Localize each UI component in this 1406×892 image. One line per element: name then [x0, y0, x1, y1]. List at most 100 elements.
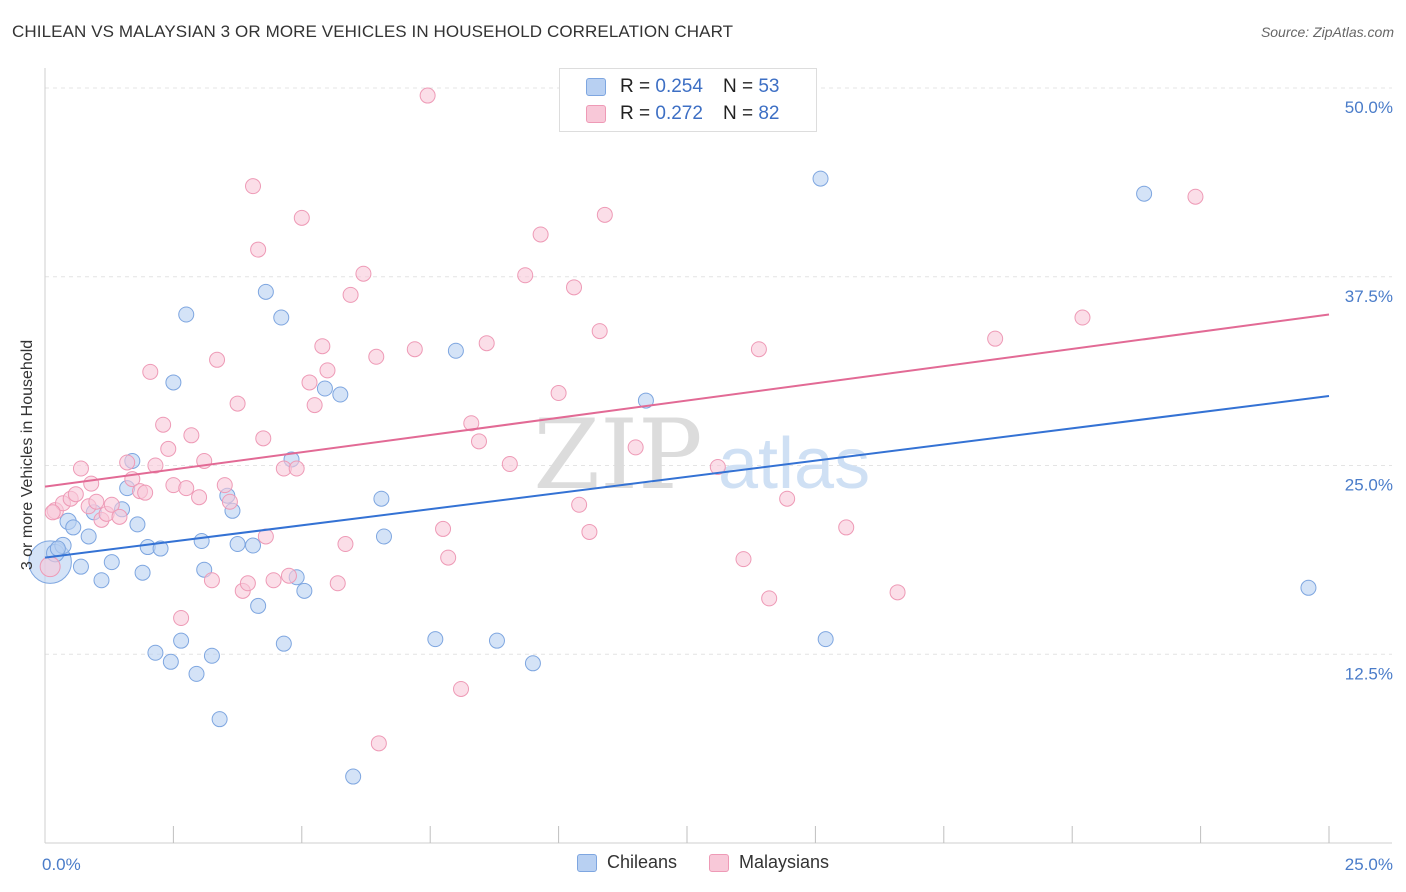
chilean-point	[245, 537, 262, 554]
chilean-point	[178, 306, 195, 323]
x-tick-label: 0.0%	[42, 855, 81, 874]
legend-row-malaysians: R = 0.272 N = 82	[586, 103, 779, 125]
malaysian-point	[478, 335, 495, 352]
malaysian-point	[435, 520, 452, 537]
malaysian-point	[147, 457, 164, 474]
legend-item-malaysians: Malaysians	[709, 852, 829, 873]
chilean-point	[250, 597, 267, 614]
malaysian-point	[342, 286, 359, 303]
malaysian-point	[470, 433, 487, 450]
malaysian-point	[368, 348, 385, 365]
legend-swatch-chileans	[576, 853, 597, 872]
malaysian-point	[406, 341, 423, 358]
legend-n-label: N =	[722, 76, 754, 97]
malaysian-point	[314, 338, 331, 355]
axes	[44, 68, 1392, 844]
chilean-point	[103, 554, 120, 571]
chilean-point	[147, 644, 164, 661]
malaysian-point	[596, 206, 613, 223]
malaysian-point	[216, 477, 233, 494]
chilean-point	[211, 711, 228, 728]
malaysian-point	[370, 735, 387, 752]
malaysian-point	[288, 460, 305, 477]
malaysian-point	[67, 486, 84, 503]
malaysian-trend-line	[44, 313, 1330, 488]
legend-r-label: R =	[620, 76, 651, 97]
y-tick-label: 50.0%	[1345, 98, 1393, 117]
malaysian-point	[255, 430, 272, 447]
malaysian-point	[119, 454, 136, 471]
chilean-point	[188, 665, 205, 682]
malaysian-point	[987, 330, 1004, 347]
malaysian-point	[111, 508, 128, 525]
chilean-point	[134, 564, 151, 581]
malaysian-point	[173, 610, 190, 627]
malaysian-point	[293, 209, 310, 226]
malaysian-point	[463, 415, 480, 432]
malaysian-point	[191, 489, 208, 506]
malaysian-point	[419, 87, 436, 104]
malaysian-point	[501, 455, 518, 472]
malaysian-point	[142, 363, 159, 380]
malaysian-point	[517, 267, 534, 284]
malaysian-point	[265, 572, 282, 589]
watermark-zip: ZIP	[533, 399, 702, 511]
chilean-point	[447, 342, 464, 359]
chilean-point	[165, 374, 182, 391]
legend-swatch-malaysians	[586, 105, 606, 123]
chilean-point	[72, 558, 89, 575]
series-legend: Chileans Malaysians	[0, 852, 1406, 873]
malaysian-point	[250, 241, 267, 258]
chilean-point	[49, 540, 66, 557]
legend-row-chileans: R = 0.254 N = 53	[586, 76, 779, 98]
chilean-point	[93, 572, 110, 589]
malaysian-point	[280, 567, 297, 584]
malaysian-point	[239, 575, 256, 592]
chilean-point	[817, 631, 834, 648]
malaysian-point	[221, 493, 238, 510]
chart-title: CHILEAN VS MALAYSIAN 3 OR MORE VEHICLES …	[12, 22, 734, 41]
chilean-point	[296, 582, 313, 599]
malaysian-point	[1074, 309, 1091, 326]
malaysian-point	[440, 549, 457, 566]
tick-labels: 12.5% 25.0% 37.5% 50.0% 0.0% 25.0%	[42, 98, 1393, 874]
malaysian-point	[44, 504, 61, 521]
legend-r-value: 0.254	[655, 76, 703, 97]
malaysian-point	[178, 480, 195, 497]
chilean-point	[162, 653, 179, 670]
malaysian-point	[103, 496, 120, 513]
chilean-point	[80, 528, 97, 545]
chilean-point	[193, 533, 210, 549]
malaysian-point	[627, 439, 644, 456]
chilean-point	[129, 516, 146, 533]
malaysian-point	[329, 575, 346, 592]
malaysian-point	[581, 523, 598, 540]
legend-swatch-chileans	[586, 78, 606, 96]
malaysian-point	[88, 493, 105, 510]
trend-lines	[44, 313, 1330, 559]
malaysian-point	[39, 556, 61, 578]
malaysian-point	[591, 323, 608, 340]
watermark: ZIP atlas	[533, 399, 870, 511]
legend-r-value: 0.272	[655, 103, 703, 124]
legend-item-chileans: Chileans	[576, 852, 677, 873]
legend-r-label: R =	[620, 103, 651, 124]
chilean-point	[637, 392, 654, 409]
malaysian-point	[209, 351, 226, 368]
chilean-point	[152, 540, 169, 557]
malaysian-point	[750, 341, 767, 358]
chilean-point	[427, 631, 444, 648]
malaysian-point	[137, 484, 154, 501]
malaysian-point	[319, 362, 336, 379]
malaysian-point	[355, 265, 372, 282]
malaysian-point	[779, 490, 796, 507]
malaysian-point	[566, 279, 583, 296]
data-points	[28, 87, 1317, 785]
chilean-point	[373, 490, 390, 507]
y-tick-label: 25.0%	[1345, 476, 1393, 495]
chilean-point	[173, 632, 190, 649]
malaysian-point	[72, 460, 89, 477]
malaysian-point	[83, 475, 100, 492]
malaysian-point	[1187, 188, 1204, 205]
